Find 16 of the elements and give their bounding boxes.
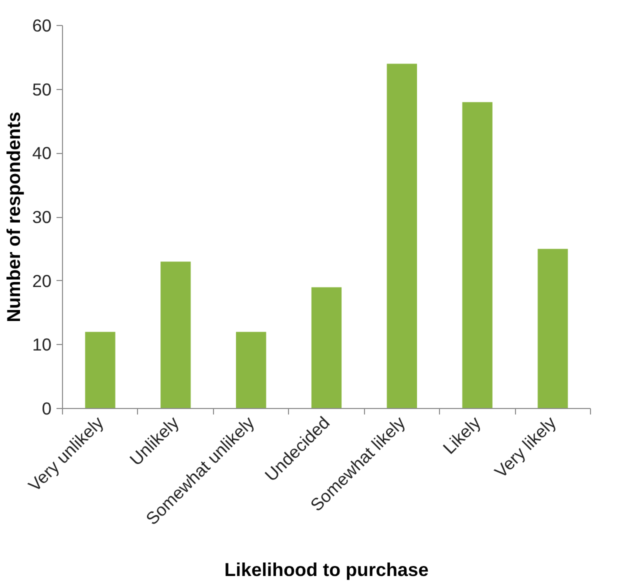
bar	[85, 332, 116, 408]
bar	[386, 64, 418, 408]
bar	[462, 102, 492, 408]
x-axis-title: Likelihood to purchase	[224, 558, 429, 580]
bar	[311, 287, 342, 408]
y-tick-label: 10	[32, 334, 52, 355]
bar	[160, 262, 191, 408]
y-axis-title: Number of respondents	[3, 112, 24, 322]
y-tick-label: 20	[32, 270, 52, 291]
y-tick-label: 50	[32, 79, 52, 100]
bar	[236, 332, 266, 408]
bar	[538, 248, 568, 408]
y-tick-label: 0	[42, 398, 52, 418]
y-tick-label: 60	[32, 16, 52, 36]
y-tick-label: 30	[32, 207, 52, 227]
y-tick-label: 40	[32, 143, 52, 164]
